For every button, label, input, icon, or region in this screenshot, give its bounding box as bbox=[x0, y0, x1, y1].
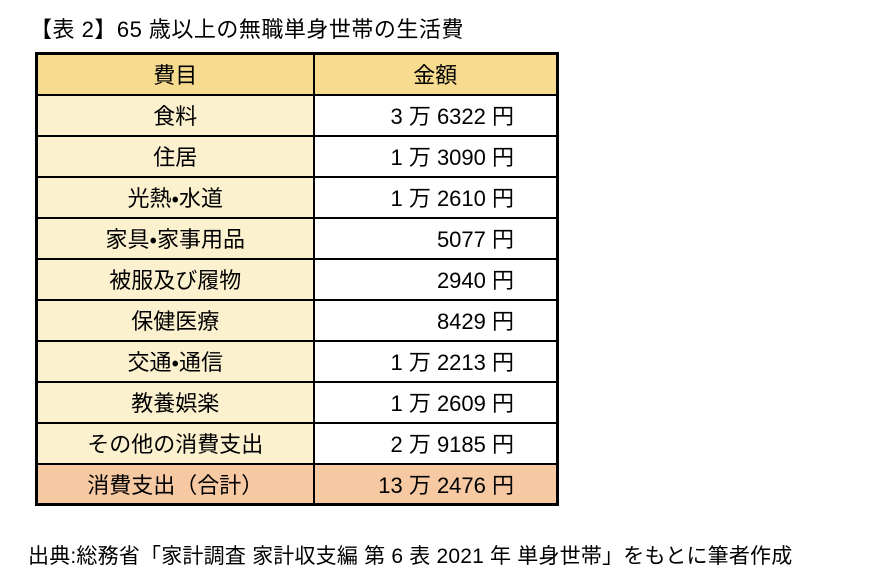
amount-cell: 1 万 2610 円 bbox=[312, 175, 559, 219]
item-cell: 光熱・水道 bbox=[35, 175, 315, 219]
amount-cell: 1 万 3090 円 bbox=[312, 134, 559, 178]
total-row: 消費支出（合計） 13 万 2476 円 bbox=[35, 462, 559, 506]
amount-cell: 2940 円 bbox=[312, 257, 559, 301]
amount-cell: 1 万 2213 円 bbox=[312, 339, 559, 383]
item-cell: 交通・通信 bbox=[35, 339, 315, 383]
total-amount-cell: 13 万 2476 円 bbox=[312, 462, 559, 506]
column-header-amount: 金額 bbox=[312, 52, 559, 96]
table-row: 交通・通信 1 万 2213 円 bbox=[35, 339, 559, 383]
total-item-cell: 消費支出（合計） bbox=[35, 462, 315, 506]
expenses-table: 費目 金額 食料 3 万 6322 円 住居 1 万 3090 円 光熱・水道 … bbox=[35, 52, 559, 506]
amount-cell: 8429 円 bbox=[312, 298, 559, 342]
item-cell: 住居 bbox=[35, 134, 315, 178]
amount-cell: 3 万 6322 円 bbox=[312, 93, 559, 137]
table-row: 食料 3 万 6322 円 bbox=[35, 93, 559, 137]
item-cell: その他の消費支出 bbox=[35, 421, 315, 465]
table-row: 保健医療 8429 円 bbox=[35, 298, 559, 342]
amount-cell: 1 万 2609 円 bbox=[312, 380, 559, 424]
header-row: 費目 金額 bbox=[35, 52, 559, 96]
amount-cell: 2 万 9185 円 bbox=[312, 421, 559, 465]
table-row: 被服及び履物 2940 円 bbox=[35, 257, 559, 301]
table-row: 住居 1 万 3090 円 bbox=[35, 134, 559, 178]
source-note: 出典:総務省「家計調査 家計収支編 第 6 表 2021 年 単身世帯」をもとに… bbox=[28, 545, 793, 568]
column-header-item: 費目 bbox=[35, 52, 315, 96]
table-row: 光熱・水道 1 万 2610 円 bbox=[35, 175, 559, 219]
item-cell: 被服及び履物 bbox=[35, 257, 315, 301]
table-row: 教養娯楽 1 万 2609 円 bbox=[35, 380, 559, 424]
amount-cell: 5077 円 bbox=[312, 216, 559, 260]
table-row: 家具・家事用品 5077 円 bbox=[35, 216, 559, 260]
table-caption: 【表 2】65 歳以上の無職単身世帯の生活費 bbox=[30, 17, 464, 42]
item-cell: 保健医療 bbox=[35, 298, 315, 342]
item-cell: 教養娯楽 bbox=[35, 380, 315, 424]
table-row: その他の消費支出 2 万 9185 円 bbox=[35, 421, 559, 465]
item-cell: 家具・家事用品 bbox=[35, 216, 315, 260]
item-cell: 食料 bbox=[35, 93, 315, 137]
